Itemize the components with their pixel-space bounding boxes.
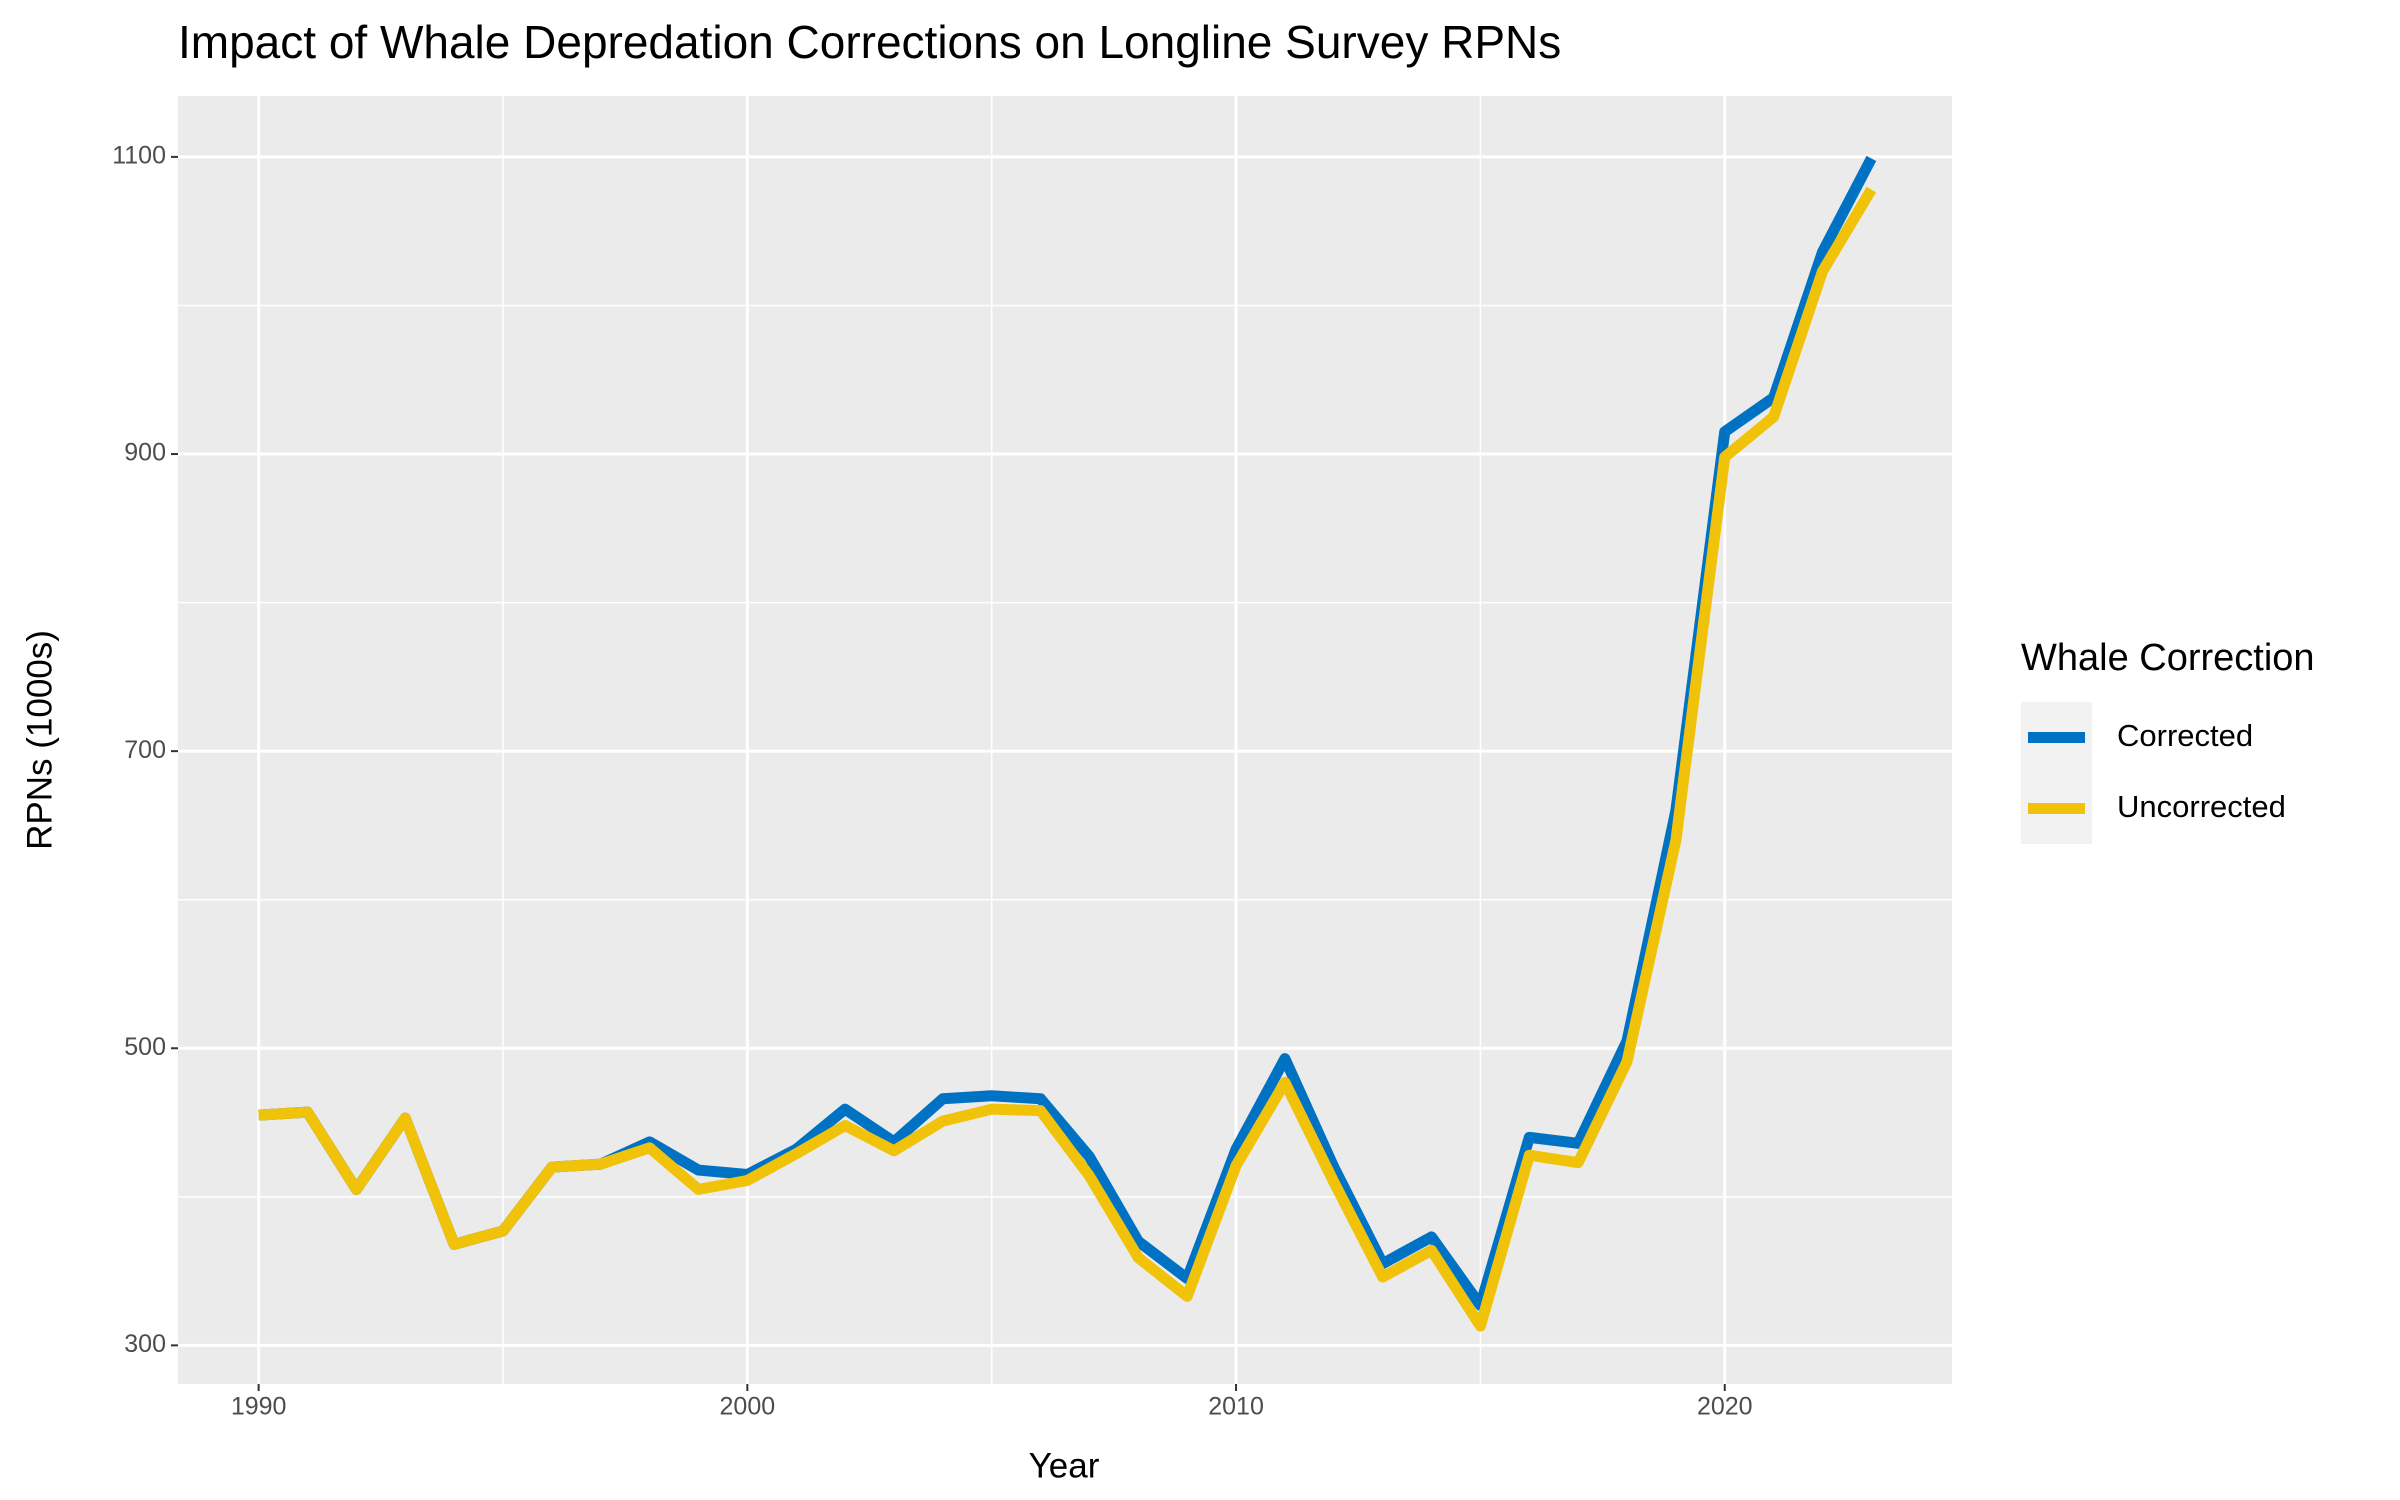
x-tick-label: 2020: [1697, 1393, 1753, 1421]
legend-label: Corrected: [2117, 718, 2253, 753]
x-axis-title: Year: [1029, 1446, 1100, 1485]
legend-title: Whale Correction: [2021, 637, 2315, 679]
y-tick-label: 300: [124, 1330, 166, 1358]
y-axis-title: RPNs (1000s): [20, 630, 59, 850]
x-tick-label: 2010: [1208, 1393, 1264, 1421]
x-tick-label: 2000: [720, 1393, 776, 1421]
series-line: [258, 186, 1877, 1332]
x-tick-label: 1990: [231, 1393, 287, 1421]
y-tick-label: 1100: [112, 142, 166, 170]
plot-panel: [178, 96, 1952, 1384]
y-tick-label: 700: [124, 736, 166, 764]
y-tick-label: 900: [124, 439, 166, 467]
chart-title: Impact of Whale Depredation Corrections …: [178, 16, 1561, 68]
y-tick-label: 500: [124, 1033, 166, 1061]
legend-label: Uncorrected: [2117, 789, 2286, 824]
